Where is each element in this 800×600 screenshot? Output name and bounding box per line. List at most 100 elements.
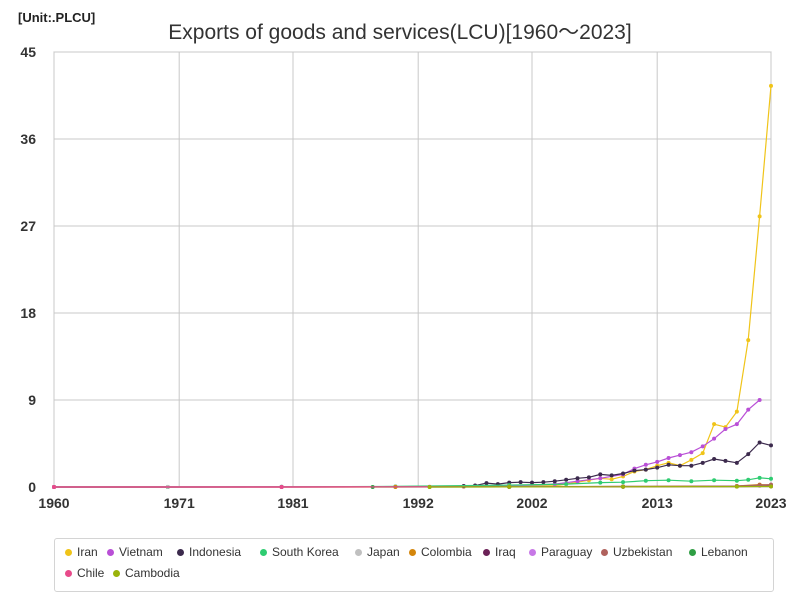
data-point <box>427 485 432 489</box>
data-point <box>700 444 705 449</box>
data-point <box>52 485 56 489</box>
data-point <box>484 481 489 486</box>
legend-item: Uzbekistan <box>601 545 672 559</box>
legend-marker <box>260 549 267 557</box>
data-point <box>769 443 773 448</box>
data-point <box>586 475 591 480</box>
y-tick-label: 27 <box>20 218 36 234</box>
data-point <box>723 427 728 431</box>
data-point <box>746 477 751 482</box>
legend-marker <box>65 549 72 557</box>
data-point <box>575 476 580 481</box>
legend-item: Lebanon <box>689 545 748 559</box>
data-point <box>712 436 717 441</box>
legend-marker <box>689 549 696 557</box>
x-tick-label: 1971 <box>164 495 195 511</box>
x-tick-label: 1981 <box>277 495 308 511</box>
data-point <box>609 473 614 478</box>
legend-marker <box>483 549 490 557</box>
data-point <box>677 463 682 468</box>
x-tick-label: 1960 <box>38 495 69 511</box>
legend-item: Vietnam <box>107 545 163 559</box>
data-point <box>279 485 284 489</box>
legend-label: Vietnam <box>119 545 163 559</box>
data-point <box>643 478 648 483</box>
data-point <box>757 398 762 402</box>
data-point <box>734 460 739 465</box>
data-point <box>643 467 648 472</box>
legend-label: Uzbekistan <box>613 545 673 559</box>
series-line-cambodia <box>429 485 772 488</box>
legend-label: Cambodia <box>125 566 180 580</box>
legend-item: South Korea <box>260 545 339 559</box>
data-point <box>621 480 626 485</box>
data-point <box>723 458 728 463</box>
data-point <box>507 484 512 489</box>
data-point <box>621 471 626 476</box>
data-point <box>769 83 773 88</box>
x-tick-label: 2013 <box>642 495 673 511</box>
data-point <box>609 477 614 482</box>
series-line-vietnam <box>429 399 760 488</box>
legend-label: South Korea <box>272 545 339 559</box>
series-line-south-korea <box>54 477 772 488</box>
legend-label: Iran <box>77 545 98 559</box>
y-tick-label: 0 <box>28 479 36 495</box>
legend-marker <box>355 549 362 557</box>
data-point <box>689 457 694 462</box>
data-point <box>643 462 648 467</box>
data-point <box>666 462 671 467</box>
data-point <box>746 407 751 412</box>
legend-marker <box>113 570 120 578</box>
data-point <box>734 422 739 427</box>
data-point <box>689 479 694 484</box>
data-point <box>564 482 569 487</box>
data-point <box>541 480 546 485</box>
chart-legend: Iran Vietnam Indonesia South Korea Japan Colo… <box>54 538 774 592</box>
legend-item: Colombia <box>409 545 472 559</box>
data-point <box>598 472 603 477</box>
data-point <box>700 460 705 465</box>
data-point <box>689 463 694 468</box>
data-point <box>621 484 626 489</box>
data-point <box>746 452 751 457</box>
legend-label: Indonesia <box>189 545 242 559</box>
legend-item: Indonesia <box>177 545 241 559</box>
legend-marker <box>65 570 72 578</box>
y-tick-label: 18 <box>20 305 36 321</box>
data-point <box>666 478 671 483</box>
data-point <box>530 480 534 485</box>
data-point <box>746 338 751 343</box>
legend-marker <box>529 549 536 557</box>
plot-area <box>53 51 772 488</box>
data-point <box>769 476 773 481</box>
data-point <box>734 478 739 483</box>
data-point <box>757 214 762 219</box>
data-point <box>734 484 739 489</box>
legend-item: Japan <box>355 545 400 559</box>
legend-label: Japan <box>367 545 400 559</box>
data-point <box>575 479 580 484</box>
data-point <box>666 456 671 460</box>
legend-marker <box>409 549 416 557</box>
legend-item: Paraguay <box>529 545 592 559</box>
series-line-iran <box>54 85 772 488</box>
data-point <box>757 475 762 480</box>
data-point <box>757 440 762 445</box>
data-point <box>655 465 660 470</box>
x-tick-label: 1992 <box>403 495 434 511</box>
unit-label: [Unit:.PLCU] <box>18 10 96 25</box>
data-point <box>700 451 705 456</box>
data-point <box>769 484 773 489</box>
data-point <box>564 477 569 482</box>
y-tick-label: 9 <box>28 392 36 408</box>
data-point <box>518 480 523 485</box>
y-tick-label: 36 <box>20 131 36 147</box>
legend-label: Colombia <box>421 545 472 559</box>
legend-item: Iraq <box>483 545 516 559</box>
data-point <box>632 468 637 473</box>
data-point <box>598 476 603 481</box>
data-point <box>552 479 557 484</box>
legend-label: Paraguay <box>541 545 593 559</box>
